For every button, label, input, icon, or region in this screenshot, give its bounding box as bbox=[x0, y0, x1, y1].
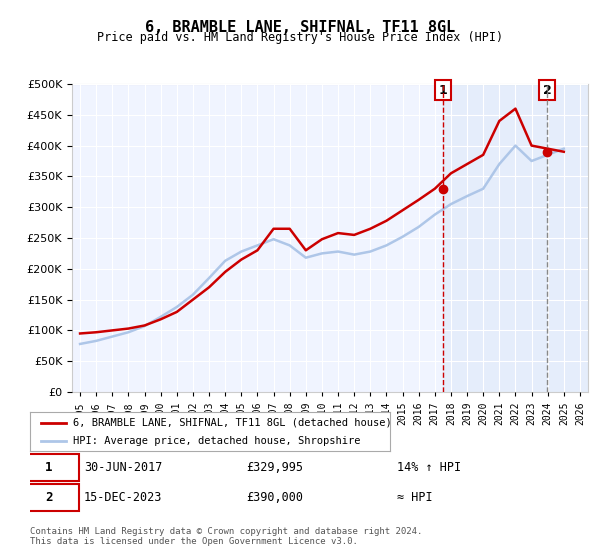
Text: 1: 1 bbox=[439, 83, 447, 97]
Text: ≈ HPI: ≈ HPI bbox=[397, 491, 433, 505]
Text: 6, BRAMBLE LANE, SHIFNAL, TF11 8GL: 6, BRAMBLE LANE, SHIFNAL, TF11 8GL bbox=[145, 20, 455, 35]
Text: 14% ↑ HPI: 14% ↑ HPI bbox=[397, 461, 461, 474]
Text: 2: 2 bbox=[45, 491, 53, 505]
Text: 15-DEC-2023: 15-DEC-2023 bbox=[84, 491, 163, 505]
Text: 30-JUN-2017: 30-JUN-2017 bbox=[84, 461, 163, 474]
FancyBboxPatch shape bbox=[19, 454, 79, 481]
Text: 6, BRAMBLE LANE, SHIFNAL, TF11 8GL (detached house): 6, BRAMBLE LANE, SHIFNAL, TF11 8GL (deta… bbox=[73, 418, 392, 428]
FancyBboxPatch shape bbox=[19, 484, 79, 511]
Text: HPI: Average price, detached house, Shropshire: HPI: Average price, detached house, Shro… bbox=[73, 436, 361, 446]
Text: 1: 1 bbox=[45, 461, 53, 474]
Text: £329,995: £329,995 bbox=[246, 461, 303, 474]
Bar bbox=[556, 84, 588, 392]
Text: 2: 2 bbox=[542, 83, 551, 97]
Bar bbox=[443, 84, 588, 392]
Text: Contains HM Land Registry data © Crown copyright and database right 2024.
This d: Contains HM Land Registry data © Crown c… bbox=[30, 526, 422, 546]
Text: £390,000: £390,000 bbox=[246, 491, 303, 505]
Text: Price paid vs. HM Land Registry's House Price Index (HPI): Price paid vs. HM Land Registry's House … bbox=[97, 31, 503, 44]
